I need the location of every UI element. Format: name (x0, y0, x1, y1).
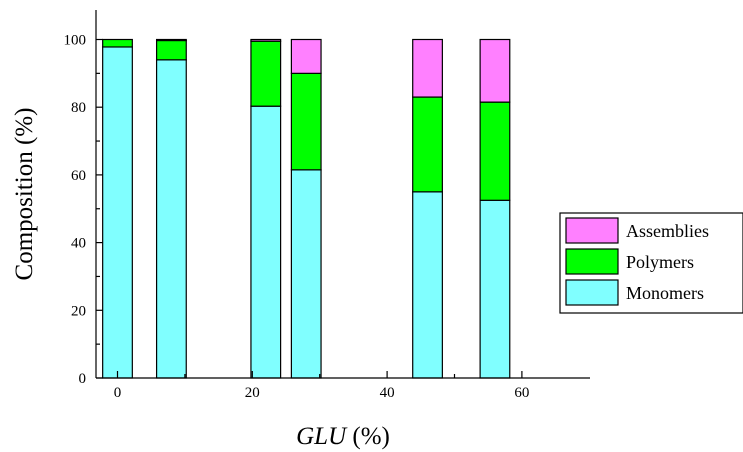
legend-label-monomers: Monomers (626, 283, 704, 303)
axes-layer (95, 10, 590, 379)
bar-polymers-2 (250, 40, 282, 107)
x-axis-title-unit: (%) (346, 423, 390, 450)
bars-layer (102, 38, 511, 379)
y-tick-label: 40 (71, 236, 86, 252)
legend-swatch-monomers (565, 279, 619, 306)
legend-swatch-polymers (565, 248, 619, 275)
bar-polymers-3 (290, 72, 322, 171)
x-tick-label: 40 (380, 385, 395, 401)
x-axis-title: GLU (%) (296, 423, 390, 450)
bar-assemblies-2 (250, 38, 282, 42)
bar-polymers-1 (155, 39, 187, 61)
legend-swatch-assemblies (565, 217, 619, 244)
legend-label-polymers: Polymers (626, 252, 694, 272)
x-tick-label: 60 (514, 385, 529, 401)
y-tick-label: 80 (71, 100, 86, 116)
bar-assemblies-5 (479, 38, 511, 103)
bar-monomers-1 (155, 59, 187, 379)
bar-monomers-0 (102, 46, 133, 379)
x-tick-label: 0 (114, 385, 122, 401)
y-tick-label: 100 (64, 33, 87, 49)
bar-assemblies-3 (290, 38, 322, 74)
bar-assemblies-4 (412, 38, 443, 98)
y-tick-label: 0 (79, 371, 87, 387)
y-tick-label: 60 (71, 168, 86, 184)
y-tick-label: 20 (71, 303, 86, 319)
legend-label-assemblies: Assemblies (626, 221, 709, 241)
bar-polymers-5 (479, 101, 511, 201)
bar-monomers-4 (412, 191, 443, 379)
legend: Assemblies Polymers Monomers (559, 212, 743, 314)
bar-assemblies-1 (155, 38, 187, 42)
y-axis-title: Composition (%) (11, 108, 38, 281)
bar-polymers-4 (412, 96, 443, 193)
bar-polymers-0 (102, 38, 133, 48)
bar-monomers-2 (250, 105, 282, 379)
bar-monomers-5 (479, 199, 511, 379)
x-axis-title-variable: GLU (296, 423, 348, 450)
x-tick-label: 20 (245, 385, 260, 401)
bar-monomers-3 (290, 169, 322, 379)
ticks-layer: 0 20 40 60 0 20 40 60 80 100 (64, 33, 530, 402)
